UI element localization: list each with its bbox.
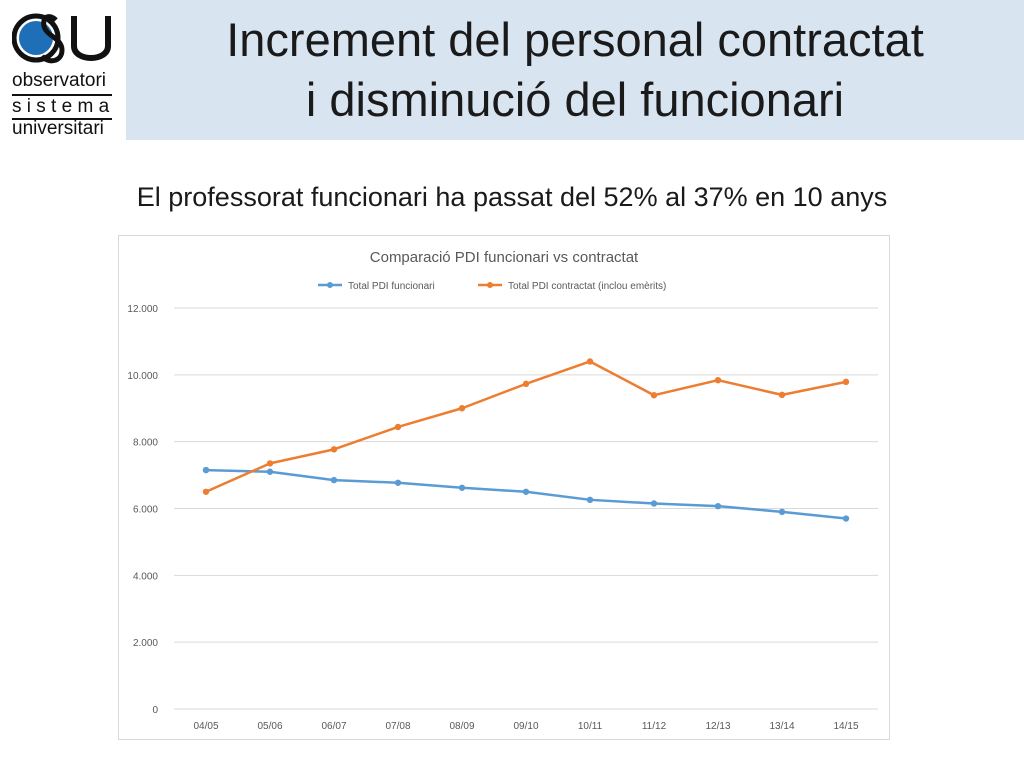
logo-text-sistema: s i s t e m a xyxy=(12,96,110,117)
legend-marker-0 xyxy=(327,282,333,288)
legend-marker-1 xyxy=(487,282,493,288)
osu-logo: observatori s i s t e m a universitari xyxy=(8,8,116,139)
slide-title-band: Increment del personal contractat i dism… xyxy=(126,0,1024,140)
data-point-1 xyxy=(714,376,722,384)
data-point-0 xyxy=(458,484,466,491)
x-tick-label: 14/15 xyxy=(833,721,858,732)
data-point-0 xyxy=(394,479,402,486)
data-point-0 xyxy=(778,508,786,516)
x-tick-label: 04/05 xyxy=(193,721,218,732)
data-point-0 xyxy=(266,468,274,475)
slide-title-line-2: i disminució del funcionari xyxy=(305,73,845,126)
data-point-0 xyxy=(714,502,722,510)
y-tick-label: 2.000 xyxy=(133,638,158,649)
logo-text-observatori: observatori xyxy=(12,70,106,91)
data-point-1 xyxy=(394,423,402,431)
y-tick-label: 10.000 xyxy=(127,371,158,382)
y-tick-label: 8.000 xyxy=(133,438,158,449)
data-point-1 xyxy=(458,405,466,412)
data-point-1 xyxy=(266,460,274,467)
chart-frame xyxy=(118,235,890,740)
data-point-0 xyxy=(842,515,850,522)
data-point-1 xyxy=(586,358,594,365)
legend-label-1: Total PDI contractat (inclou emèrits) xyxy=(508,281,666,292)
chart-title: Comparació PDI funcionari vs contractat xyxy=(370,249,639,266)
y-tick-label: 4.000 xyxy=(133,571,158,582)
logo-divider xyxy=(12,118,112,120)
slide-subtitle: El professorat funcionari ha passat del … xyxy=(136,182,888,212)
y-tick-label: 0 xyxy=(152,705,158,716)
data-point-1 xyxy=(202,488,210,495)
data-point-1 xyxy=(650,392,658,399)
x-tick-label: 09/10 xyxy=(513,721,538,732)
data-point-1 xyxy=(522,380,530,388)
x-tick-label: 13/14 xyxy=(769,721,794,732)
y-tick-label: 12.000 xyxy=(127,304,158,315)
x-tick-label: 07/08 xyxy=(385,721,410,732)
data-point-1 xyxy=(330,446,338,453)
data-point-0 xyxy=(650,500,658,507)
legend-label-0: Total PDI funcionari xyxy=(348,281,435,292)
osu-logo-mark xyxy=(12,13,111,64)
x-tick-label: 12/13 xyxy=(705,721,730,732)
data-point-0 xyxy=(330,476,338,484)
line-chart: Comparació PDI funcionari vs contractat T… xyxy=(127,249,878,732)
x-tick-label: 05/06 xyxy=(257,721,282,732)
data-point-1 xyxy=(842,378,850,386)
data-point-0 xyxy=(586,496,594,504)
logo-divider xyxy=(12,94,112,96)
y-tick-label: 6.000 xyxy=(133,505,158,516)
x-tick-label: 08/09 xyxy=(449,721,474,732)
data-point-0 xyxy=(522,488,530,495)
x-tick-label: 06/07 xyxy=(321,721,346,732)
data-point-0 xyxy=(202,466,210,474)
x-tick-label: 11/12 xyxy=(642,721,667,732)
slide-title-line-1: Increment del personal contractat xyxy=(226,13,924,66)
x-tick-label: 10/11 xyxy=(578,721,603,732)
logo-text-universitari: universitari xyxy=(12,118,104,139)
data-point-1 xyxy=(778,391,786,399)
